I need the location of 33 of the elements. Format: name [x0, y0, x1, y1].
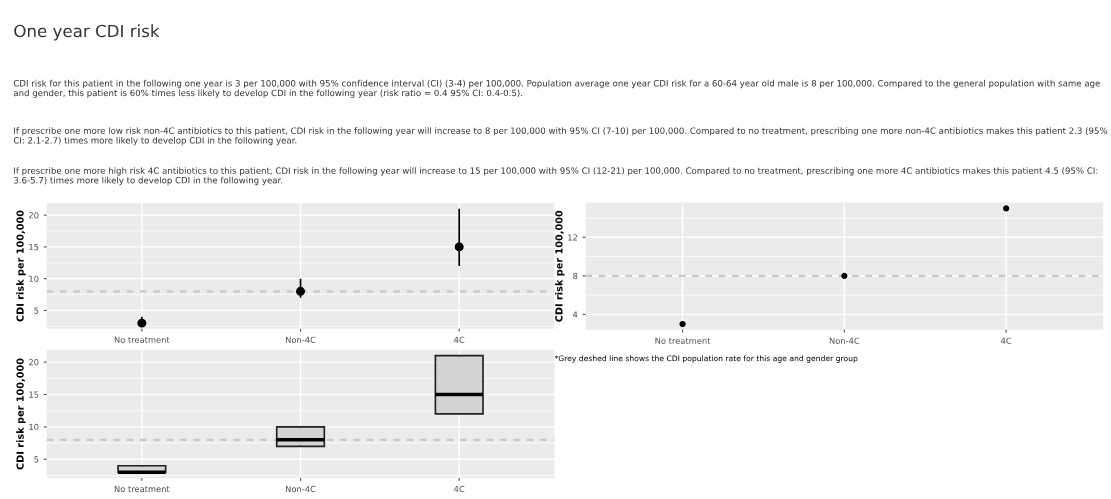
point: [679, 320, 686, 328]
text: CDI risk for this patient in the following one year is 3 per 100,000 with 95% confidence interval (CI) (3-4) per 100,000. Population average one year CDI risk for a 60-64 year old male is 8 per 100,000. Compared to the general population with same age and gender, this patient is 60% times less likely to develop CDI in the following year (risk ratio = 0.4 95% CI: 0.4-0.5).: [13, 79, 1100, 98]
y-axis-title: CDI risk per 100,000: [555, 210, 565, 322]
y-tick-label: 10: [29, 423, 39, 431]
y-axis-title: CDI risk per 100,000: [16, 358, 26, 470]
chart-title: One year CDI risk: [14, 24, 160, 41]
y-tick-label: 5: [34, 307, 39, 314]
point: [137, 318, 147, 328]
x-tick-label: Non-4C: [285, 336, 316, 343]
y-tick-label: 8: [573, 272, 578, 280]
x-tick-label: Non-4C: [829, 337, 860, 344]
point: [1003, 205, 1010, 212]
point: [841, 272, 848, 279]
x-tick-label: 4C: [454, 336, 465, 343]
y-tick-label: 20: [29, 212, 39, 219]
x-tick-label: 4C: [454, 485, 465, 493]
point: [454, 242, 464, 252]
text: If prescribe one more low risk non-4C antibiotics to this patient, CDI risk in the following year will increase to 8 per 100,000 with 95% CI (7-10) per 100,000. Compared to no treatment, prescribing one more non-4C antibiotics makes this patient 2.3 (95% CI: 2.1-2.7) times more likely to develop CDI in the following year.: [13, 127, 1108, 146]
x-tick-label: Non-4C: [285, 485, 316, 493]
y-axis-title: CDI risk per 100,000: [16, 210, 26, 322]
y-tick-label: 5: [34, 456, 39, 463]
y-tick-label: 4: [572, 311, 578, 318]
text: If prescribe one more high risk 4C antibiotics to this patient, CDI risk in the following year will increase to 15 per 100,000 with 95% CI (12-21) per 100,000. Compared to no treatment, prescribing one more 4C antibiotics makes this patient 4.5 (95% CI: 3.6-5.7) times more likely to develop CDI in the following year.: [13, 167, 1098, 186]
y-tick-label: 20: [29, 359, 39, 366]
x-tick-label: 4C: [1001, 337, 1012, 344]
y-tick-label: 12: [568, 234, 578, 241]
x-tick-label: No treatment: [655, 337, 711, 344]
y-tick-label: 10: [29, 275, 39, 282]
y-tick-label: 15: [29, 244, 39, 251]
y-tick-label: 15: [29, 391, 39, 398]
x-tick-label: No treatment: [114, 336, 170, 343]
point: [296, 286, 306, 296]
x-tick-label: No treatment: [114, 485, 170, 493]
